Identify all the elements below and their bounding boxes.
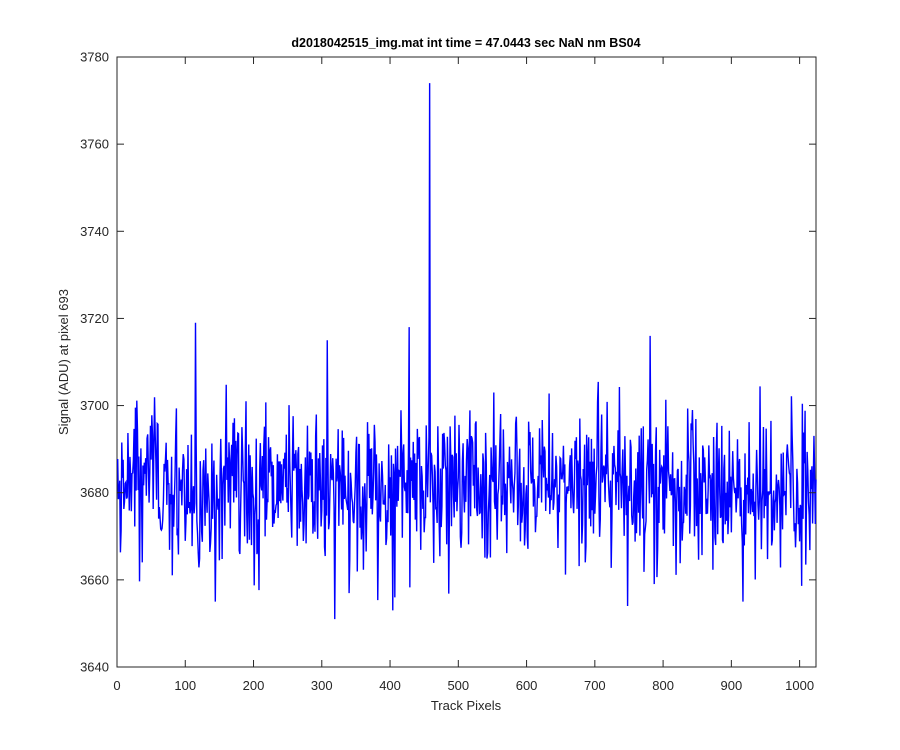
x-axis-label: Track Pixels — [431, 698, 502, 713]
y-tick-label: 3660 — [80, 572, 109, 587]
x-tick-label: 200 — [243, 678, 265, 693]
y-tick-label: 3720 — [80, 311, 109, 326]
x-tick-label: 300 — [311, 678, 333, 693]
x-tick-label: 400 — [379, 678, 401, 693]
y-tick-label: 3780 — [80, 50, 109, 65]
y-tick-label: 3760 — [80, 137, 109, 152]
x-tick-label: 1000 — [785, 678, 814, 693]
axes-box — [116, 56, 817, 668]
x-tick-label: 800 — [652, 678, 674, 693]
y-tick-label: 3680 — [80, 485, 109, 500]
series-layer — [116, 83, 817, 620]
x-tick-label: 0 — [113, 678, 120, 693]
x-tick-label: 900 — [721, 678, 743, 693]
x-axis-ticks: 0 100 200 300 400 500 600 700 800 900 1000 — [113, 57, 814, 693]
y-tick-label: 3700 — [80, 398, 109, 413]
x-tick-label: 600 — [516, 678, 538, 693]
x-tick-label: 700 — [584, 678, 606, 693]
x-tick-label: 500 — [447, 678, 469, 693]
y-tick-label: 3740 — [80, 224, 109, 239]
plot-area: 0 100 200 300 400 500 600 700 800 900 1000 3640 366… — [80, 50, 817, 693]
y-tick-label: 3640 — [80, 660, 109, 675]
y-axis-ticks: 3640 3660 3680 3700 3720 3740 3760 3780 — [80, 50, 816, 675]
x-tick-label: 100 — [174, 678, 196, 693]
series-line — [116, 83, 817, 620]
y-axis-label: Signal (ADU) at pixel 693 — [56, 289, 71, 435]
chart-title: d2018042515_img.mat int time = 47.0443 s… — [291, 36, 640, 50]
